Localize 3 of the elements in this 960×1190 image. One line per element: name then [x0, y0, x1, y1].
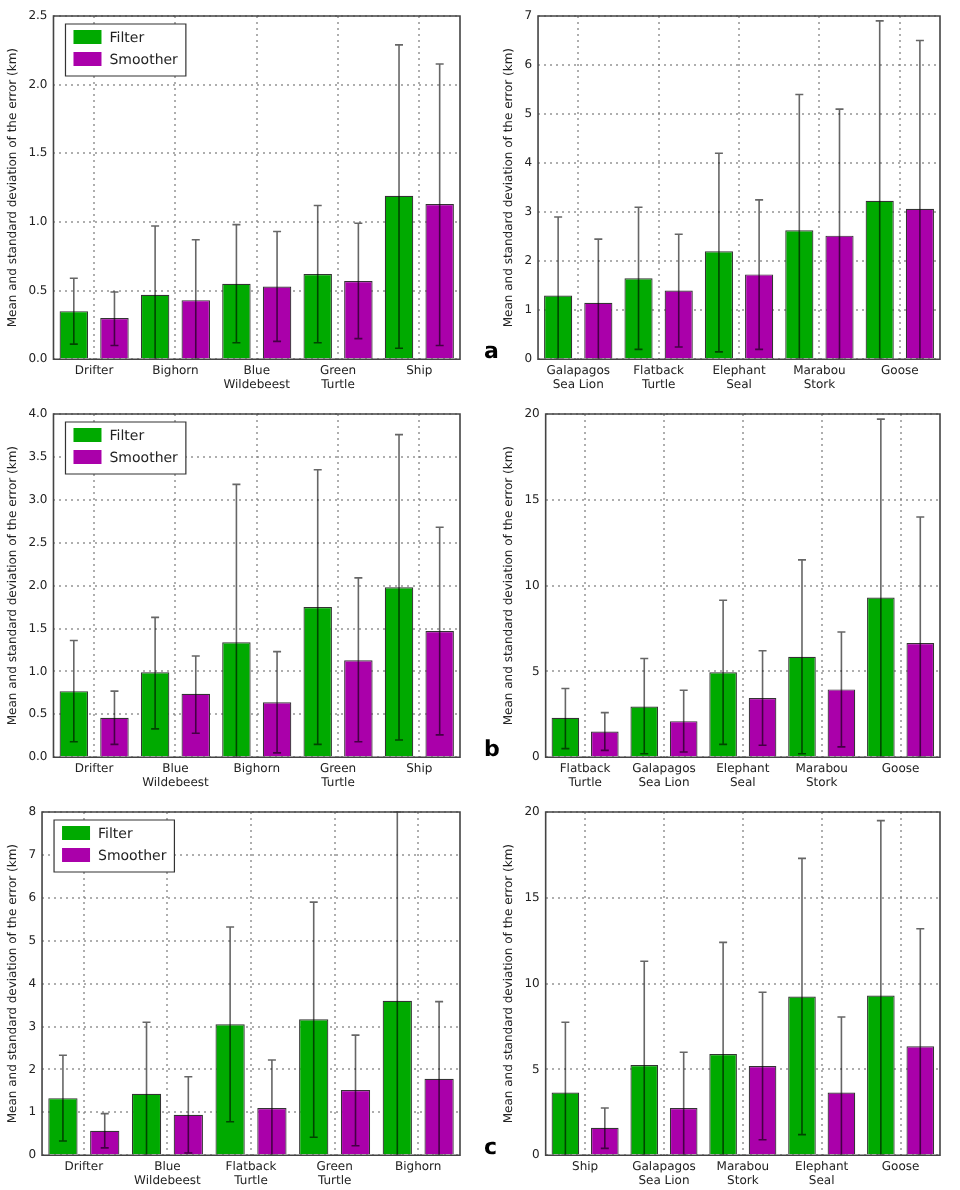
text: c — [484, 1133, 498, 1160]
text: b — [484, 735, 500, 762]
text: a — [484, 337, 499, 364]
